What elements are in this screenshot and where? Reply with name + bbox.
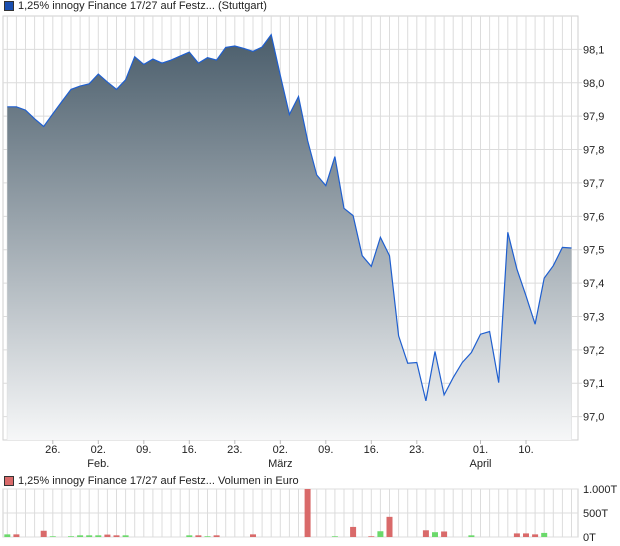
x-tick-month: April: [469, 458, 491, 470]
y-tick-label: 97,0: [583, 412, 604, 424]
x-tick-month: März: [268, 458, 292, 470]
y-tick-label: 98,0: [583, 78, 604, 90]
volume-bar: [204, 536, 211, 537]
volume-bar: [86, 535, 93, 537]
volume-y-tick-label: 1.000T: [583, 484, 618, 496]
x-tick-day: 23.: [409, 444, 424, 456]
volume-y-tick-label: 0T: [583, 532, 596, 544]
price-area: [7, 34, 572, 440]
y-tick-label: 97,5: [583, 245, 604, 257]
volume-bar: [368, 536, 375, 537]
volume-bar: [541, 532, 548, 537]
volume-bar: [4, 534, 11, 537]
volume-bar: [441, 531, 448, 537]
y-tick-label: 97,9: [583, 111, 604, 123]
volume-bar: [104, 534, 111, 537]
volume-bar: [513, 533, 520, 537]
volume-bar: [213, 535, 220, 537]
volume-bar: [250, 534, 256, 537]
volume-y-tick-label: 500T: [583, 508, 608, 520]
x-tick-day: 26.: [45, 444, 60, 456]
x-tick-day: 16.: [182, 444, 197, 456]
price-legend-label: 1,25% innogy Finance 17/27 auf Festz... …: [18, 0, 267, 12]
volume-bar: [68, 536, 74, 537]
volume-bar: [422, 530, 429, 537]
y-tick-label: 97,4: [583, 278, 604, 290]
volume-bar: [432, 532, 438, 537]
price-legend-swatch: [4, 1, 14, 11]
price-line: [7, 33, 572, 402]
y-tick-label: 98,1: [583, 44, 604, 56]
volume-bar: [122, 535, 129, 537]
price-legend: 1,25% innogy Finance 17/27 auf Festz... …: [4, 0, 267, 12]
x-tick-day: 16.: [364, 444, 379, 456]
volume-bar: [532, 534, 539, 537]
y-tick-label: 97,6: [583, 211, 604, 223]
y-tick-label: 97,2: [583, 345, 604, 357]
volume-bar: [386, 516, 393, 537]
volume-bar: [40, 530, 47, 537]
volume-bar: [195, 535, 202, 537]
y-tick-label: 97,1: [583, 378, 604, 390]
volume-bar: [95, 535, 102, 537]
volume-bar: [77, 535, 84, 537]
x-tick-day: 09.: [136, 444, 151, 456]
y-tick-label: 97,3: [583, 311, 604, 323]
y-tick-label: 97,7: [583, 178, 604, 190]
x-tick-month: Feb.: [87, 458, 109, 470]
volume-bar: [113, 535, 120, 537]
volume-legend: 1,25% innogy Finance 17/27 auf Festz... …: [4, 475, 299, 487]
volume-bar: [377, 531, 384, 537]
x-tick-day: 02.: [273, 444, 288, 456]
x-tick-day: 09.: [318, 444, 333, 456]
y-tick-label: 97,8: [583, 145, 604, 157]
volume-bar: [49, 536, 56, 537]
volume-legend-swatch: [4, 476, 14, 486]
volume-bar: [468, 535, 475, 537]
volume-bar: [186, 535, 193, 537]
x-tick-day: 02.: [91, 444, 106, 456]
volume-legend-label: 1,25% innogy Finance 17/27 auf Festz... …: [18, 475, 299, 487]
volume-bar: [331, 536, 338, 537]
x-tick-day: 01.: [473, 444, 488, 456]
x-tick-day: 23.: [227, 444, 242, 456]
volume-bar: [523, 533, 529, 537]
volume-bar: [13, 534, 20, 537]
volume-bar: [350, 526, 357, 537]
x-tick-day: 10.: [518, 444, 533, 456]
volume-bar: [304, 489, 311, 537]
